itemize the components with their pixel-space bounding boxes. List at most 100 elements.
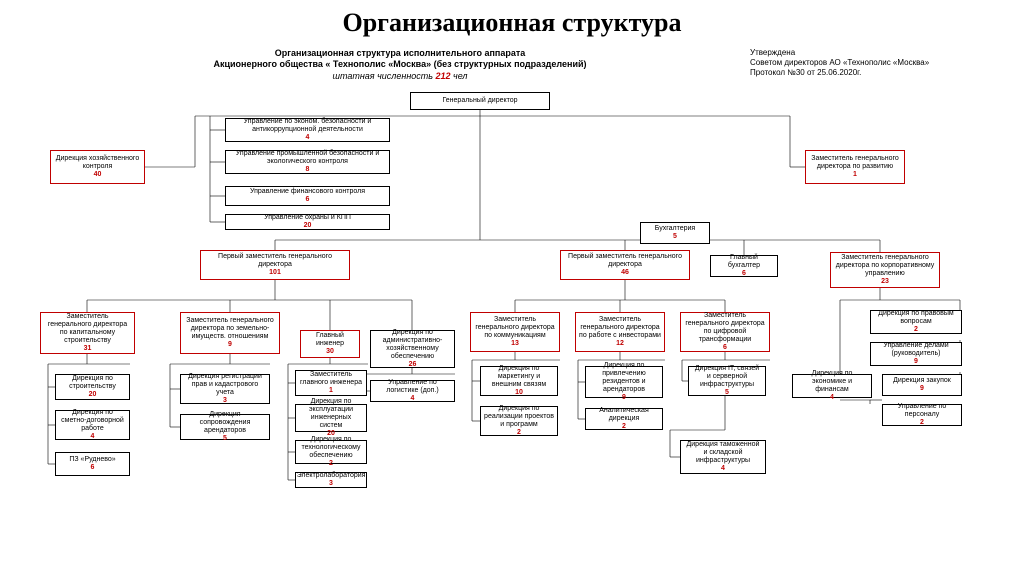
staff-suffix: чел — [451, 71, 468, 81]
node-count: 23 — [881, 278, 889, 286]
node-label: Управление по персоналу — [886, 403, 958, 419]
node-count: 6 — [742, 270, 746, 278]
node-label: Дирекция сопровождения арендаторов — [184, 411, 266, 435]
node-label: Управление делами (руководитель) — [874, 342, 958, 358]
node-dir_tamozh: Дирекция таможенной и складской инфрастр… — [680, 440, 766, 474]
node-label: Аналитическая дирекция — [589, 407, 659, 423]
node-count: 5 — [725, 389, 729, 397]
node-dir_tech: Дирекция по технологическому обеспечению… — [295, 440, 367, 464]
node-dir_stroy: Дирекция по строительству20 — [55, 374, 130, 400]
node-dir_control: Дирекция хозяйственного контроля40 — [50, 150, 145, 184]
node-count: 20 — [304, 222, 312, 230]
node-count: 8 — [306, 166, 310, 174]
node-label: Главный бухгалтер — [714, 254, 774, 270]
node-label: Заместитель генерального директора по ко… — [834, 254, 936, 278]
node-label: Заместитель генерального директора по зе… — [184, 317, 276, 341]
node-count: 4 — [91, 433, 95, 441]
node-label: Дирекция по правовым вопросам — [874, 310, 958, 326]
node-zam_tsifr: Заместитель генерального директора по ци… — [680, 312, 770, 352]
node-count: 2 — [517, 429, 521, 437]
node-label: Заместитель генерального директора по ра… — [809, 155, 901, 171]
node-zam_razv: Заместитель генерального директора по ра… — [805, 150, 905, 184]
node-label: Заместитель генерального директора по ци… — [684, 312, 766, 344]
approved-block: Утверждена Советом директоров АО «Техноп… — [750, 48, 1000, 78]
node-label: Заместитель генерального директора по ка… — [44, 313, 131, 345]
node-label: Дирекция хозяйственного контроля — [54, 155, 141, 171]
node-count: 2 — [914, 326, 918, 334]
node-label: Дирекция IT, связей и серверной инфрастр… — [692, 365, 762, 389]
node-count: 1 — [853, 171, 857, 179]
approved-l2: Советом директоров АО «Технополис «Москв… — [750, 58, 929, 67]
node-count: 13 — [511, 340, 519, 348]
node-upr_okhr: Управление охраны и КПП20 — [225, 214, 390, 230]
node-count: 2 — [329, 460, 333, 468]
node-dir_rezid: Дирекция по привлечению резидентов и аре… — [585, 366, 663, 398]
node-count: 9 — [914, 358, 918, 366]
node-upr_pers: Управление по персоналу2 — [882, 404, 962, 426]
staff-prefix: штатная численность — [332, 71, 435, 81]
node-dir_eksp: Дирекция по эксплуатации инженерных сист… — [295, 404, 367, 432]
node-count: 4 — [306, 134, 310, 142]
node-dir_kadastr: Дирекция регистрации прав и кадастрового… — [180, 374, 270, 404]
node-label: Управление по логистике (доп.) — [374, 379, 451, 395]
node-zam_zemlya: Заместитель генерального директора по зе… — [180, 312, 280, 354]
node-label: Дирекция по эксплуатации инженерных сист… — [299, 398, 363, 430]
subtitle-line2: Акционерного общества « Технополис «Моск… — [213, 59, 586, 69]
node-count: 1 — [329, 387, 333, 395]
node-label: Главный инженер — [304, 332, 356, 348]
node-label: Дирекция закупок — [893, 377, 951, 385]
node-dir_prav: Дирекция по правовым вопросам2 — [870, 310, 962, 334]
staff-count: 212 — [436, 71, 451, 81]
node-buhgalteria: Бухгалтерия5 — [640, 222, 710, 244]
node-label: Заместитель главного инженера — [299, 371, 363, 387]
node-label: ПЗ «Руднево» — [69, 456, 115, 464]
node-count: 4 — [411, 395, 415, 403]
node-count: 3 — [223, 397, 227, 405]
node-count: 6 — [306, 196, 310, 204]
approved-l1: Утверждена — [750, 48, 795, 57]
node-label: Заместитель генерального директора по ко… — [474, 316, 556, 340]
node-dir_econfin: Дирекция по экономике и финансам4 — [792, 374, 872, 398]
node-count: 20 — [89, 391, 97, 399]
node-glav_ing: Главный инженер30 — [300, 330, 360, 358]
node-count: 5 — [223, 435, 227, 443]
node-count: 30 — [326, 348, 334, 356]
node-label: Дирекция по строительству — [59, 375, 126, 391]
node-pz_rudnevo: ПЗ «Руднево»6 — [55, 452, 130, 476]
node-zam_glav_ing: Заместитель главного инженера1 — [295, 370, 367, 396]
node-count: 2 — [920, 419, 924, 427]
node-count: 9 — [920, 385, 924, 393]
node-label: Бухгалтерия — [655, 225, 695, 233]
subtitle-block: Организационная структура исполнительног… — [140, 48, 660, 82]
node-dir_it: Дирекция IT, связей и серверной инфрастр… — [688, 366, 766, 396]
node-count: 3 — [329, 480, 333, 488]
node-label: Управление по эконом. безопасности и ант… — [229, 118, 386, 134]
node-pervy2: Первый заместитель генерального директор… — [560, 250, 690, 280]
node-label: Дирекция таможенной и складской инфрастр… — [684, 441, 762, 465]
node-upr_delami: Управление делами (руководитель)9 — [870, 342, 962, 366]
node-elektro: Электролаборатория3 — [295, 472, 367, 488]
node-label: Дирекция по технологическому обеспечению — [299, 436, 363, 460]
node-label: Первый заместитель генерального директор… — [204, 253, 346, 269]
node-label: Дирекция по привлечению резидентов и аре… — [589, 362, 659, 394]
node-glav_buh: Главный бухгалтер6 — [710, 255, 778, 277]
node-count: 101 — [269, 269, 281, 277]
node-label: Дирекция регистрации прав и кадастрового… — [184, 373, 266, 397]
node-count: 10 — [515, 389, 523, 397]
node-count: 46 — [621, 269, 629, 277]
node-upr_prom: Управление промышленной безопасности и э… — [225, 150, 390, 174]
node-upr_log: Управление по логистике (доп.)4 — [370, 380, 455, 402]
node-label: Заместитель генерального директора по ра… — [579, 316, 661, 340]
node-label: Дирекция по сметно-договорной работе — [59, 409, 126, 433]
node-dir_admin: Дирекция по административно-хозяйственно… — [370, 330, 455, 368]
node-upr_econ: Управление по эконом. безопасности и ант… — [225, 118, 390, 142]
node-count: 2 — [622, 423, 626, 431]
node-zam_korp: Заместитель генерального директора по ко… — [830, 252, 940, 288]
node-pervy1: Первый заместитель генерального директор… — [200, 250, 350, 280]
node-dir_zakup: Дирекция закупок9 — [882, 374, 962, 396]
node-label: Электролаборатория — [297, 472, 366, 480]
node-count: 31 — [84, 345, 92, 353]
node-zam_invest: Заместитель генерального директора по ра… — [575, 312, 665, 352]
node-dir_smeta: Дирекция по сметно-договорной работе4 — [55, 410, 130, 440]
node-count: 4 — [830, 394, 834, 402]
